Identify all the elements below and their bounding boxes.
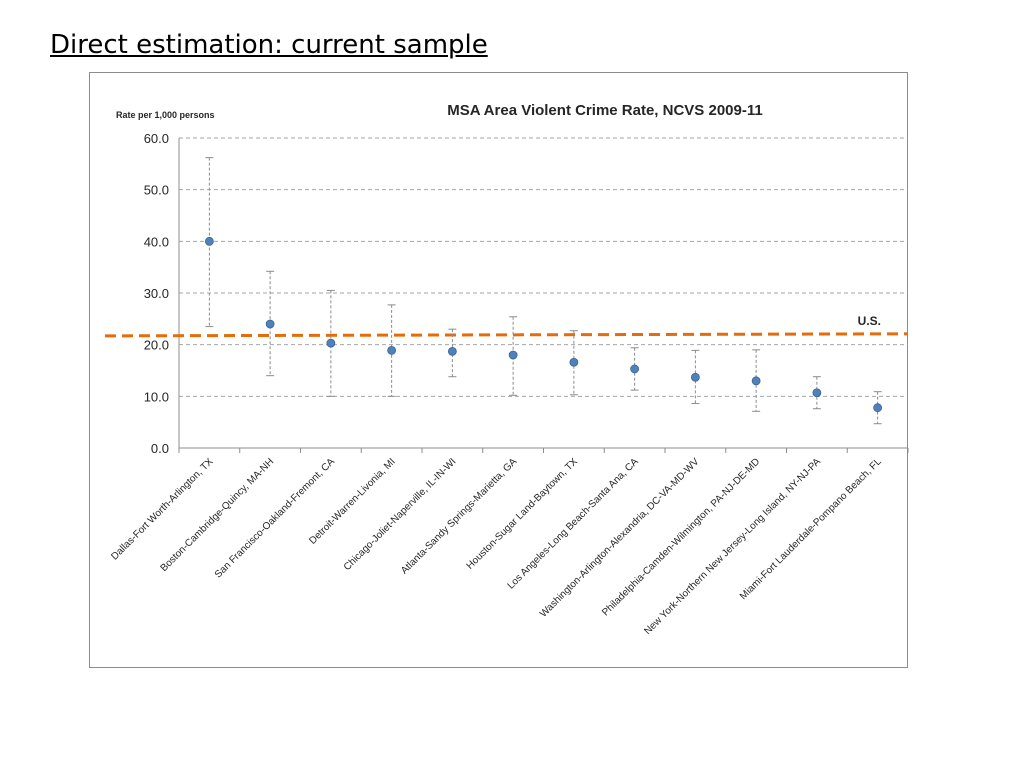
data-point [873, 403, 883, 413]
y-tick-label: 40.0 [144, 234, 169, 249]
data-point [630, 364, 640, 374]
x-category-label: Houston-Sugar Land-Baytown, TX [465, 456, 581, 572]
us-reference-label: U.S. [858, 314, 881, 328]
y-tick-label: 60.0 [144, 131, 169, 146]
x-category-label: Atlanta-Sandy Springs-Marietta, GA [399, 456, 519, 576]
y-axis-label: Rate per 1,000 persons [116, 110, 215, 120]
data-point [812, 388, 822, 398]
chart-frame: MSA Area Violent Crime Rate, NCVS 2009-1… [89, 72, 909, 668]
chart-title: MSA Area Violent Crime Rate, NCVS 2009-1… [447, 102, 762, 119]
y-tick-label: 10.0 [144, 389, 169, 404]
x-category-label: Dallas-Fort Worth-Arlington, TX [109, 456, 215, 562]
y-tick-label: 50.0 [144, 183, 169, 198]
category-label-layer: Dallas-Fort Worth-Arlington, TXBoston-Ca… [109, 456, 884, 637]
data-point [447, 346, 457, 356]
us-reference-line [104, 332, 909, 338]
y-tick-label: 20.0 [144, 338, 169, 353]
data-point [751, 376, 761, 386]
x-category-label: Chicago-Joliet-Naperville, IL-IN-WI [342, 456, 459, 573]
x-category-label: Boston-Cambridge-Quincy, MA-NH [159, 456, 277, 574]
y-tick-label: 0.0 [151, 441, 169, 456]
x-category-label: San Francisco-Oakland-Fremont, CA [213, 456, 337, 580]
point-layer [204, 236, 883, 413]
y-tick-label: 30.0 [144, 286, 169, 301]
reference-layer: U.S. [104, 314, 909, 338]
error-bar-layer [205, 157, 882, 425]
x-category-label: Los Angeles-Long Beach-Santa Ana, CA [506, 456, 641, 591]
data-point [265, 319, 275, 329]
data-point [204, 236, 214, 246]
data-point [508, 350, 518, 360]
chart: MSA Area Violent Crime Rate, NCVS 2009-1… [104, 102, 909, 637]
data-point [690, 372, 700, 382]
grid-layer: 0.0 10.0 20.0 30.0 40.0 50.0 60.0 [144, 131, 909, 456]
data-point [569, 357, 579, 367]
slide-title: Direct estimation: current sample [50, 30, 488, 60]
x-category-label: Miami-Fort Lauderdale-Pompano Beach, FL [738, 456, 884, 602]
data-point [326, 338, 336, 348]
data-point [387, 345, 397, 355]
